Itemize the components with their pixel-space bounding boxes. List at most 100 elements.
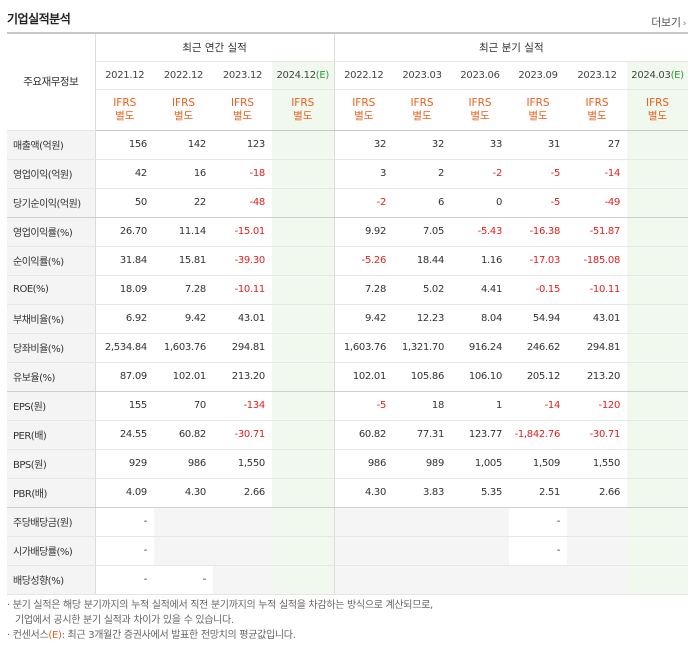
table-cell: 1,550	[567, 449, 628, 479]
table-cell	[213, 507, 272, 537]
table-cell: 2.66	[567, 478, 628, 508]
period-label: 2023.06	[460, 69, 500, 81]
table-cell: 22	[154, 188, 213, 218]
footnote-3: · 컨센서스(E): 최근 3개월간 증권사에서 발표한 전망치의 평균값입니다…	[7, 628, 433, 643]
table-cell	[627, 420, 689, 450]
table-cell: 12.23	[393, 304, 452, 334]
ifrs-label: IFRS	[410, 96, 434, 109]
table-cell: -16.38	[509, 217, 568, 247]
table-cell: 0	[451, 188, 510, 218]
table-cell: -2	[333, 188, 394, 218]
estimate-mark: (E)	[670, 69, 685, 81]
table-cell: -5	[509, 188, 568, 218]
table-cell	[393, 507, 452, 537]
financial-table: 주요재무정보 최근 연간 실적 최근 분기 실적 2021.12 2022.12 2…	[7, 32, 689, 595]
ifrs-label: IFRS	[352, 96, 376, 109]
table-cell	[627, 507, 689, 537]
period-header: 2023.09	[509, 61, 568, 90]
table-cell	[567, 565, 628, 595]
table-row: 영업이익(억원) 42 16 -18 3 2 -2 -5 -14	[7, 159, 689, 189]
ifrs-type: 별도	[587, 109, 607, 122]
table-cell: 15.81	[154, 246, 213, 276]
ifrs-label: IFRS	[468, 96, 492, 109]
period-label: 2024.12	[276, 69, 317, 81]
table-cell: 6	[393, 188, 452, 218]
more-link[interactable]: 더보기 ›	[651, 14, 686, 30]
table-cell	[272, 565, 335, 595]
footnote-2: 기업에서 공시한 분기 실적과 차이가 있을 수 있습니다.	[15, 615, 234, 626]
table-cell: 5.35	[451, 478, 510, 508]
period-label: 2021.12	[105, 69, 145, 81]
table-cell: 102.01	[154, 362, 213, 392]
table-cell	[627, 333, 689, 363]
table-cell	[333, 536, 394, 566]
table-cell	[272, 130, 335, 160]
table-cell	[154, 536, 213, 566]
footnote-3-mark: (E)	[48, 630, 62, 641]
table-cell: 42	[95, 159, 154, 189]
table-cell	[213, 536, 272, 566]
table-cell: -2	[451, 159, 510, 189]
table-cell: -	[509, 536, 568, 566]
table-cell	[627, 391, 689, 421]
table-cell: 929	[95, 449, 154, 479]
table-row: 부채비율(%) 6.92 9.42 43.01 9.42 12.23 8.04 54.94 43…	[7, 304, 689, 334]
table-cell: 54.94	[509, 304, 568, 334]
ifrs-type: 별도	[528, 109, 548, 122]
row-label: 배당성향(%)	[7, 565, 96, 595]
row-label: BPS(원)	[7, 449, 96, 479]
table-cell: -5.26	[333, 246, 394, 276]
table-cell	[627, 188, 689, 218]
period-label: 2023.12	[222, 69, 263, 81]
table-cell: 7.28	[333, 275, 394, 305]
table-cell: 205.12	[509, 362, 568, 392]
table-cell: -17.03	[509, 246, 568, 276]
table-cell: 32	[333, 130, 394, 160]
table-cell	[272, 333, 335, 363]
table-cell: -18	[213, 159, 272, 189]
table-cell	[627, 362, 689, 392]
table-row: EPS(원) 155 70 -134 -5 18 1 -14 -120	[7, 391, 689, 421]
table-cell	[272, 391, 335, 421]
table-cell	[627, 536, 689, 566]
table-cell	[272, 159, 335, 189]
table-cell: 2,534.84	[95, 333, 154, 363]
ifrs-badge: IFRS 별도	[154, 89, 213, 131]
ifrs-label: IFRS	[171, 96, 196, 109]
table-cell: 77.31	[393, 420, 452, 450]
table-cell: -5.43	[451, 217, 510, 247]
table-cell: 105.86	[393, 362, 452, 392]
table-cell: -	[509, 507, 568, 537]
table-cell: 70	[154, 391, 213, 421]
table-cell: 106.10	[451, 362, 510, 392]
table-cell	[272, 449, 335, 479]
table-cell: -14	[509, 391, 568, 421]
table-cell: -0.15	[509, 275, 568, 305]
row-label: PBR(배)	[7, 478, 96, 508]
ifrs-label: IFRS	[646, 96, 670, 109]
table-cell: 6.92	[95, 304, 154, 334]
table-cell: -51.87	[567, 217, 628, 247]
table-cell: -14	[567, 159, 628, 189]
table-cell	[627, 130, 689, 160]
table-cell: -39.30	[213, 246, 272, 276]
ifrs-badge: IFRS 별도	[95, 89, 154, 131]
period-header: 2021.12	[95, 61, 154, 90]
table-cell	[393, 565, 452, 595]
table-cell: 18.09	[95, 275, 154, 305]
period-label: 2023.03	[402, 69, 442, 81]
table-cell	[451, 507, 510, 537]
table-row: PER(배) 24.55 60.82 -30.71 60.82 77.31 123.77 -1…	[7, 420, 689, 450]
table-cell	[154, 507, 213, 537]
row-label: 주당배당금(원)	[7, 507, 96, 537]
table-cell: -	[154, 565, 213, 595]
table-cell: 156	[95, 130, 154, 160]
ifrs-type: 별도	[647, 109, 668, 122]
table-cell: 155	[95, 391, 154, 421]
table-cell	[509, 565, 568, 595]
table-cell	[393, 536, 452, 566]
table-row: PBR(배) 4.09 4.30 2.66 4.30 3.83 5.35 2.51 2.66	[7, 478, 689, 508]
table-cell: 123	[213, 130, 272, 160]
table-cell: 294.81	[567, 333, 628, 363]
table-cell: 3.83	[393, 478, 452, 508]
